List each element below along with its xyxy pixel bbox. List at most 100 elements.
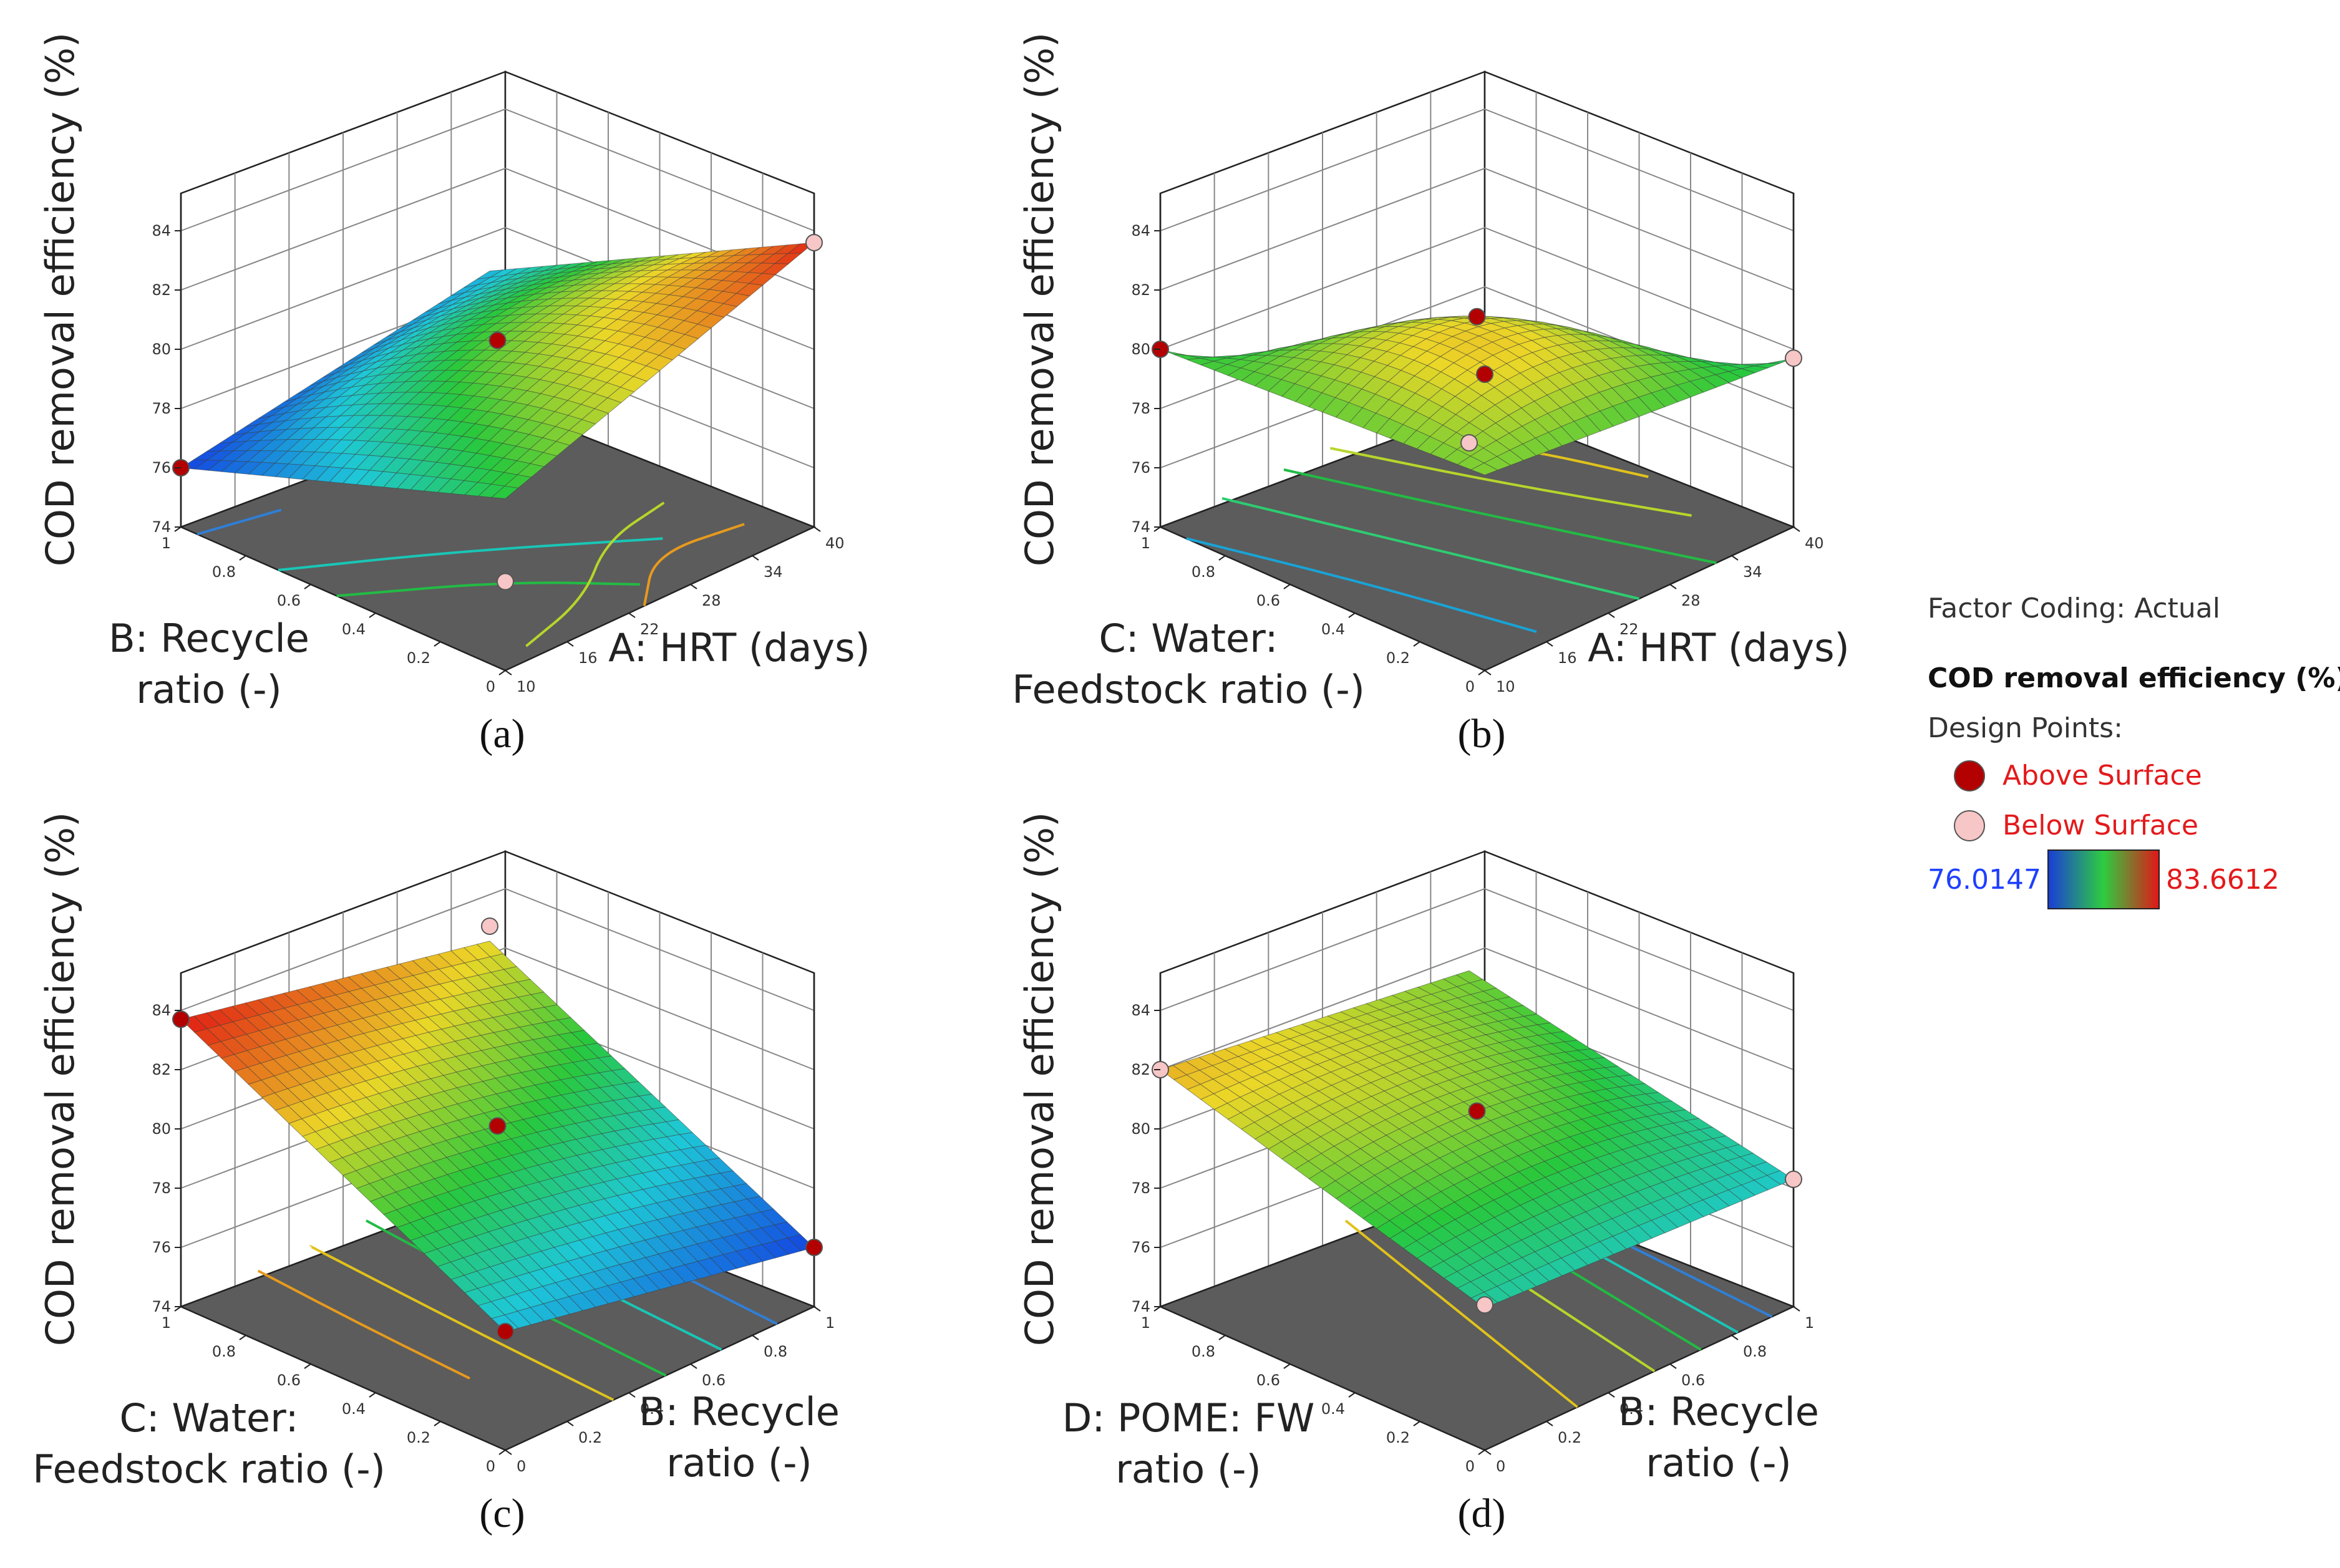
x-left-axis-label: ratio (-) — [1115, 1446, 1261, 1492]
x-right-tick-label: 0.6 — [702, 1372, 726, 1389]
z-tick-label: 80 — [1131, 341, 1150, 358]
x-right-tick-mark — [752, 555, 759, 561]
x-right-tick-label: 0.8 — [1743, 1343, 1767, 1360]
z-tick-label: 82 — [152, 1061, 171, 1078]
legend-title: COD removal efficiency (%) — [1928, 662, 2340, 694]
z-tick-label: 78 — [1131, 1179, 1150, 1197]
x-left-tick-mark — [434, 641, 441, 647]
design-point-below — [497, 573, 514, 591]
x-right-tick-label: 0.2 — [1558, 1429, 1581, 1446]
x-left-tick-label: 0.2 — [1386, 649, 1410, 667]
contour-line — [1283, 468, 1717, 564]
x-right-axis-label: B: Recycle — [639, 1389, 840, 1435]
contour-line — [278, 537, 663, 571]
surface-cell — [1470, 462, 1498, 475]
above-surface-marker-icon — [1954, 760, 1985, 791]
x-left-tick-label: 0.6 — [277, 592, 301, 609]
x-right-tick-mark — [1608, 612, 1615, 618]
x-right-tick-mark — [690, 1363, 697, 1369]
x-right-tick-mark — [1793, 526, 1800, 532]
x-right-tick-mark — [505, 670, 512, 675]
x-right-tick-label: 22 — [1619, 621, 1639, 638]
z-tick-label: 84 — [1131, 1002, 1150, 1019]
y-axis-label: COD removal efficiency (%) — [37, 32, 83, 566]
below-surface-marker-icon — [1954, 810, 1985, 841]
design-point-above — [497, 1323, 514, 1340]
x-left-tick-mark — [304, 584, 311, 589]
contour-line — [1329, 447, 1692, 517]
x-right-tick-label: 22 — [640, 621, 659, 638]
x-right-tick-label: 10 — [1496, 678, 1515, 695]
above-surface-label: Above Surface — [2003, 760, 2202, 791]
x-left-axis-label: C: Water: — [1099, 616, 1278, 661]
x-left-tick-mark — [174, 526, 182, 532]
x-right-tick-label: 28 — [1681, 592, 1701, 609]
x-left-axis-label: Feedstock ratio (-) — [1012, 667, 1365, 712]
x-right-tick-label: 10 — [517, 678, 536, 695]
x-left-tick-mark — [1413, 641, 1420, 647]
x-left-tick-label: 0 — [486, 678, 495, 695]
x-right-tick-mark — [1484, 1449, 1492, 1455]
response-surface — [180, 941, 815, 1332]
x-right-axis-label: B: Recycle — [1618, 1389, 1819, 1435]
x-right-tick-label: 40 — [1805, 535, 1824, 552]
x-left-tick-mark — [239, 1335, 246, 1340]
x-left-axis-label: Feedstock ratio (-) — [32, 1446, 386, 1492]
x-right-tick-mark — [1669, 1363, 1677, 1369]
x-right-tick-mark — [505, 1449, 512, 1455]
x-right-tick-label: 16 — [1558, 649, 1577, 667]
x-left-tick-label: 0.8 — [212, 1343, 236, 1360]
z-tick-label: 84 — [152, 1002, 171, 1019]
x-right-tick-label: 0.8 — [764, 1343, 787, 1360]
x-left-tick-mark — [304, 1363, 311, 1369]
z-tick-label: 80 — [152, 341, 171, 358]
panel-label: (c) — [479, 1491, 525, 1536]
contour-line — [309, 1245, 614, 1401]
color-scale: 76.0147 83.6612 — [1928, 849, 2279, 909]
design-points-label: Design Points: — [1928, 712, 2123, 744]
z-tick-label: 74 — [1131, 1298, 1150, 1315]
z-tick-label: 84 — [1131, 222, 1150, 240]
x-left-tick-mark — [1478, 670, 1485, 675]
x-right-tick-label: 34 — [764, 563, 783, 581]
x-left-tick-mark — [498, 1449, 506, 1455]
panel-a — [172, 70, 823, 675]
contour-line — [257, 1269, 470, 1380]
x-right-axis-label: A: HRT (days) — [1588, 625, 1849, 670]
x-right-tick-label: 0 — [517, 1458, 526, 1475]
x-left-tick-label: 0.8 — [212, 563, 236, 581]
response-surface — [1160, 970, 1794, 1309]
design-point-center — [1468, 307, 1486, 326]
x-right-tick-mark — [1731, 1335, 1739, 1340]
x-right-tick-label: 0 — [1496, 1458, 1505, 1475]
contour-line — [1344, 1219, 1578, 1408]
x-right-axis-label: ratio (-) — [666, 1440, 812, 1486]
x-left-tick-label: 0 — [1465, 1458, 1475, 1475]
x-right-tick-mark — [1793, 1306, 1800, 1312]
design-point-below — [1476, 1296, 1493, 1314]
contour-line — [525, 501, 665, 647]
design-point-above — [805, 1239, 823, 1256]
contour-line — [197, 508, 282, 536]
color-scale-bar — [2047, 849, 2160, 909]
panel-b — [1152, 70, 1802, 675]
x-right-axis-label: ratio (-) — [1646, 1440, 1791, 1486]
x-left-tick-mark — [1283, 1363, 1291, 1369]
x-left-tick-label: 0.6 — [1256, 592, 1280, 609]
x-right-tick-mark — [813, 1306, 821, 1312]
z-tick-label: 74 — [152, 518, 171, 536]
x-left-tick-label: 0.6 — [1256, 1372, 1280, 1389]
design-point-below — [481, 917, 498, 935]
x-right-axis-label: A: HRT (days) — [608, 625, 870, 670]
x-left-tick-mark — [1478, 1449, 1485, 1455]
x-left-axis-label: B: Recycle — [109, 616, 309, 661]
x-left-tick-mark — [239, 555, 246, 561]
x-left-tick-mark — [1153, 1306, 1161, 1312]
x-left-tick-mark — [1348, 612, 1356, 618]
design-point-below — [1785, 349, 1802, 367]
x-right-tick-mark — [752, 1335, 759, 1340]
x-right-tick-mark — [628, 612, 636, 618]
y-axis-label: COD removal efficiency (%) — [1017, 32, 1062, 566]
x-left-tick-label: 1 — [1141, 1314, 1150, 1332]
